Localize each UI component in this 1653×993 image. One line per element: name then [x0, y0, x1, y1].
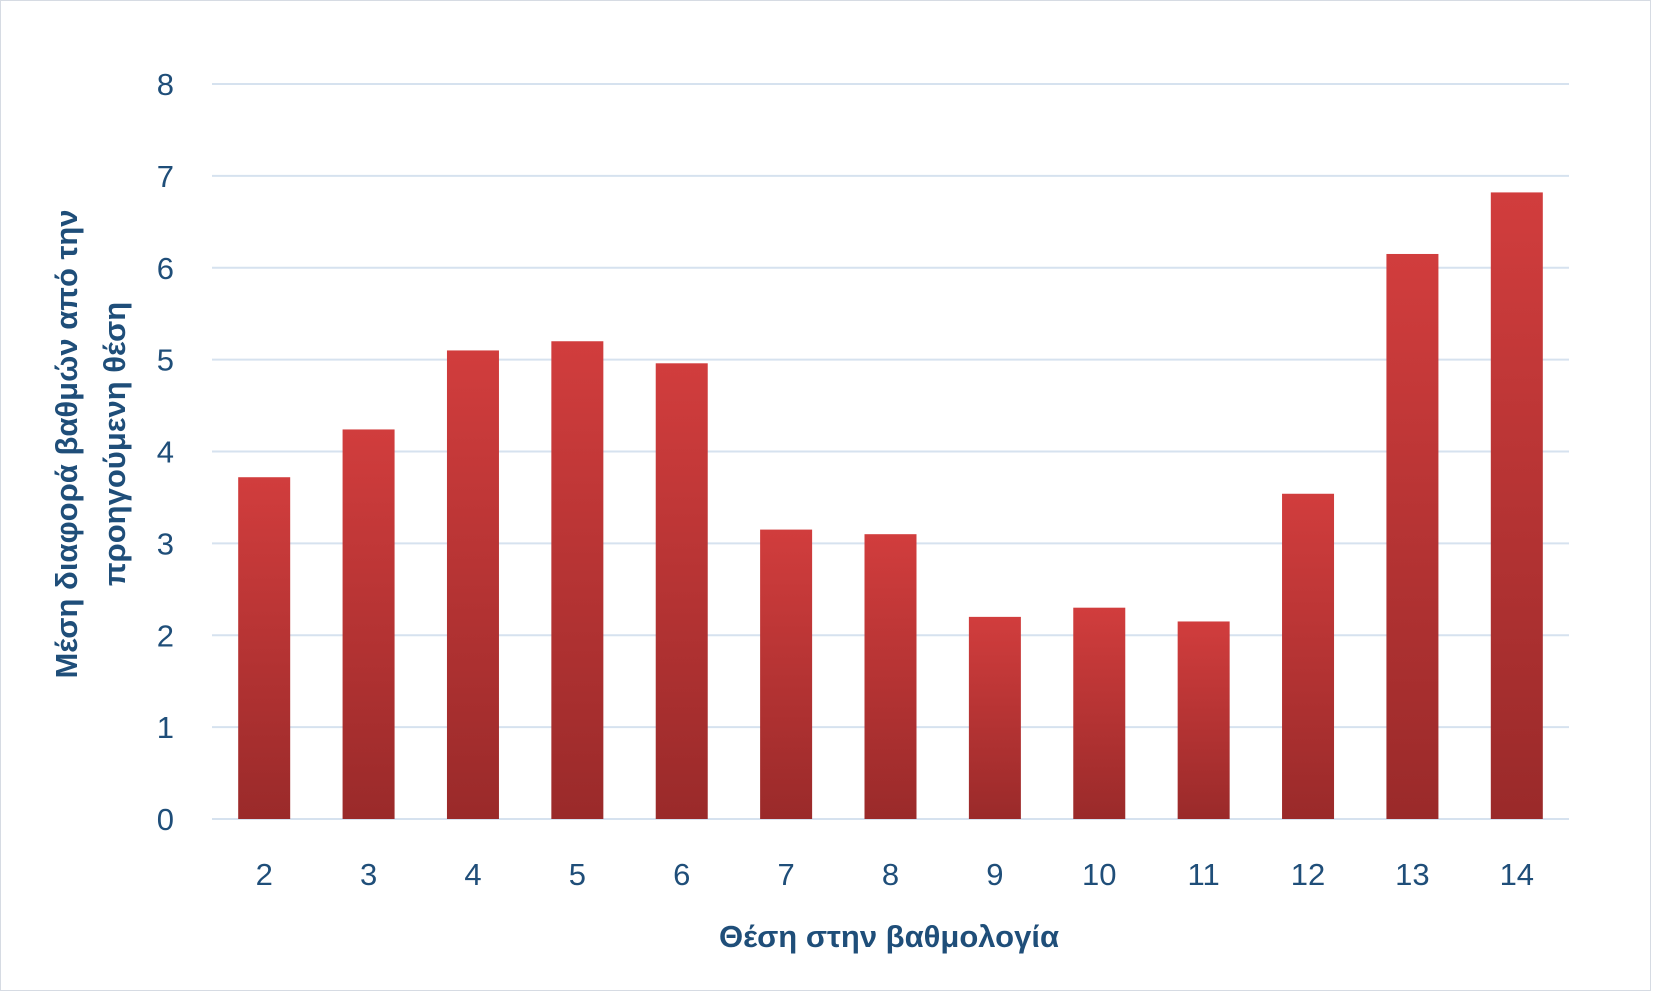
x-tick-label: 8 — [882, 857, 899, 892]
bar-14 — [1490, 192, 1543, 820]
y-axis-title-line-2: προηγούμενη θέση — [97, 302, 132, 586]
y-tick-label: 2 — [157, 618, 174, 653]
bar-10 — [1073, 607, 1126, 819]
y-tick-label: 8 — [157, 67, 174, 102]
y-tick-label: 0 — [157, 802, 174, 837]
bar-6 — [655, 363, 708, 819]
bar-8 — [864, 534, 917, 819]
bar-11 — [1177, 621, 1230, 819]
gridlines — [212, 83, 1569, 820]
x-tick-label: 10 — [1082, 857, 1116, 892]
x-tick-label: 7 — [777, 857, 794, 892]
y-tick-label: 3 — [157, 526, 174, 561]
x-tick-label: 12 — [1291, 857, 1325, 892]
x-tick-label: 9 — [986, 857, 1003, 892]
x-tick-label: 5 — [569, 857, 586, 892]
x-tick-labels: 2 3 4 5 6 7 8 9 10 11 12 13 14 — [256, 857, 1534, 892]
y-tick-labels: 0 1 2 3 4 5 6 7 8 — [157, 67, 174, 837]
y-tick-label: 6 — [157, 251, 174, 286]
bar-13 — [1386, 253, 1439, 819]
y-axis-title: Μέση διαφορά βαθμών από την προηγούμενη … — [49, 209, 132, 678]
x-tick-label: 3 — [360, 857, 377, 892]
x-tick-label: 14 — [1500, 857, 1534, 892]
y-axis-title-line-1: Μέση διαφορά βαθμών από την — [49, 209, 84, 678]
bar-12 — [1282, 493, 1335, 819]
y-tick-label: 7 — [157, 159, 174, 194]
x-tick-label: 2 — [256, 857, 273, 892]
x-axis-title: Θέση στην βαθμολογία — [719, 919, 1059, 954]
bar-3 — [342, 429, 395, 819]
bar-9 — [968, 616, 1021, 819]
x-tick-label: 4 — [464, 857, 481, 892]
x-tick-label: 13 — [1395, 857, 1429, 892]
y-tick-label: 1 — [157, 710, 174, 745]
bar-5 — [551, 341, 604, 819]
bars — [238, 192, 1543, 820]
y-tick-label: 5 — [157, 343, 174, 378]
y-tick-label: 4 — [157, 435, 174, 470]
x-tick-label: 6 — [673, 857, 690, 892]
bar-2 — [238, 477, 291, 819]
x-tick-label: 11 — [1188, 857, 1220, 892]
bar-4 — [446, 350, 499, 819]
bar-7 — [760, 529, 813, 819]
